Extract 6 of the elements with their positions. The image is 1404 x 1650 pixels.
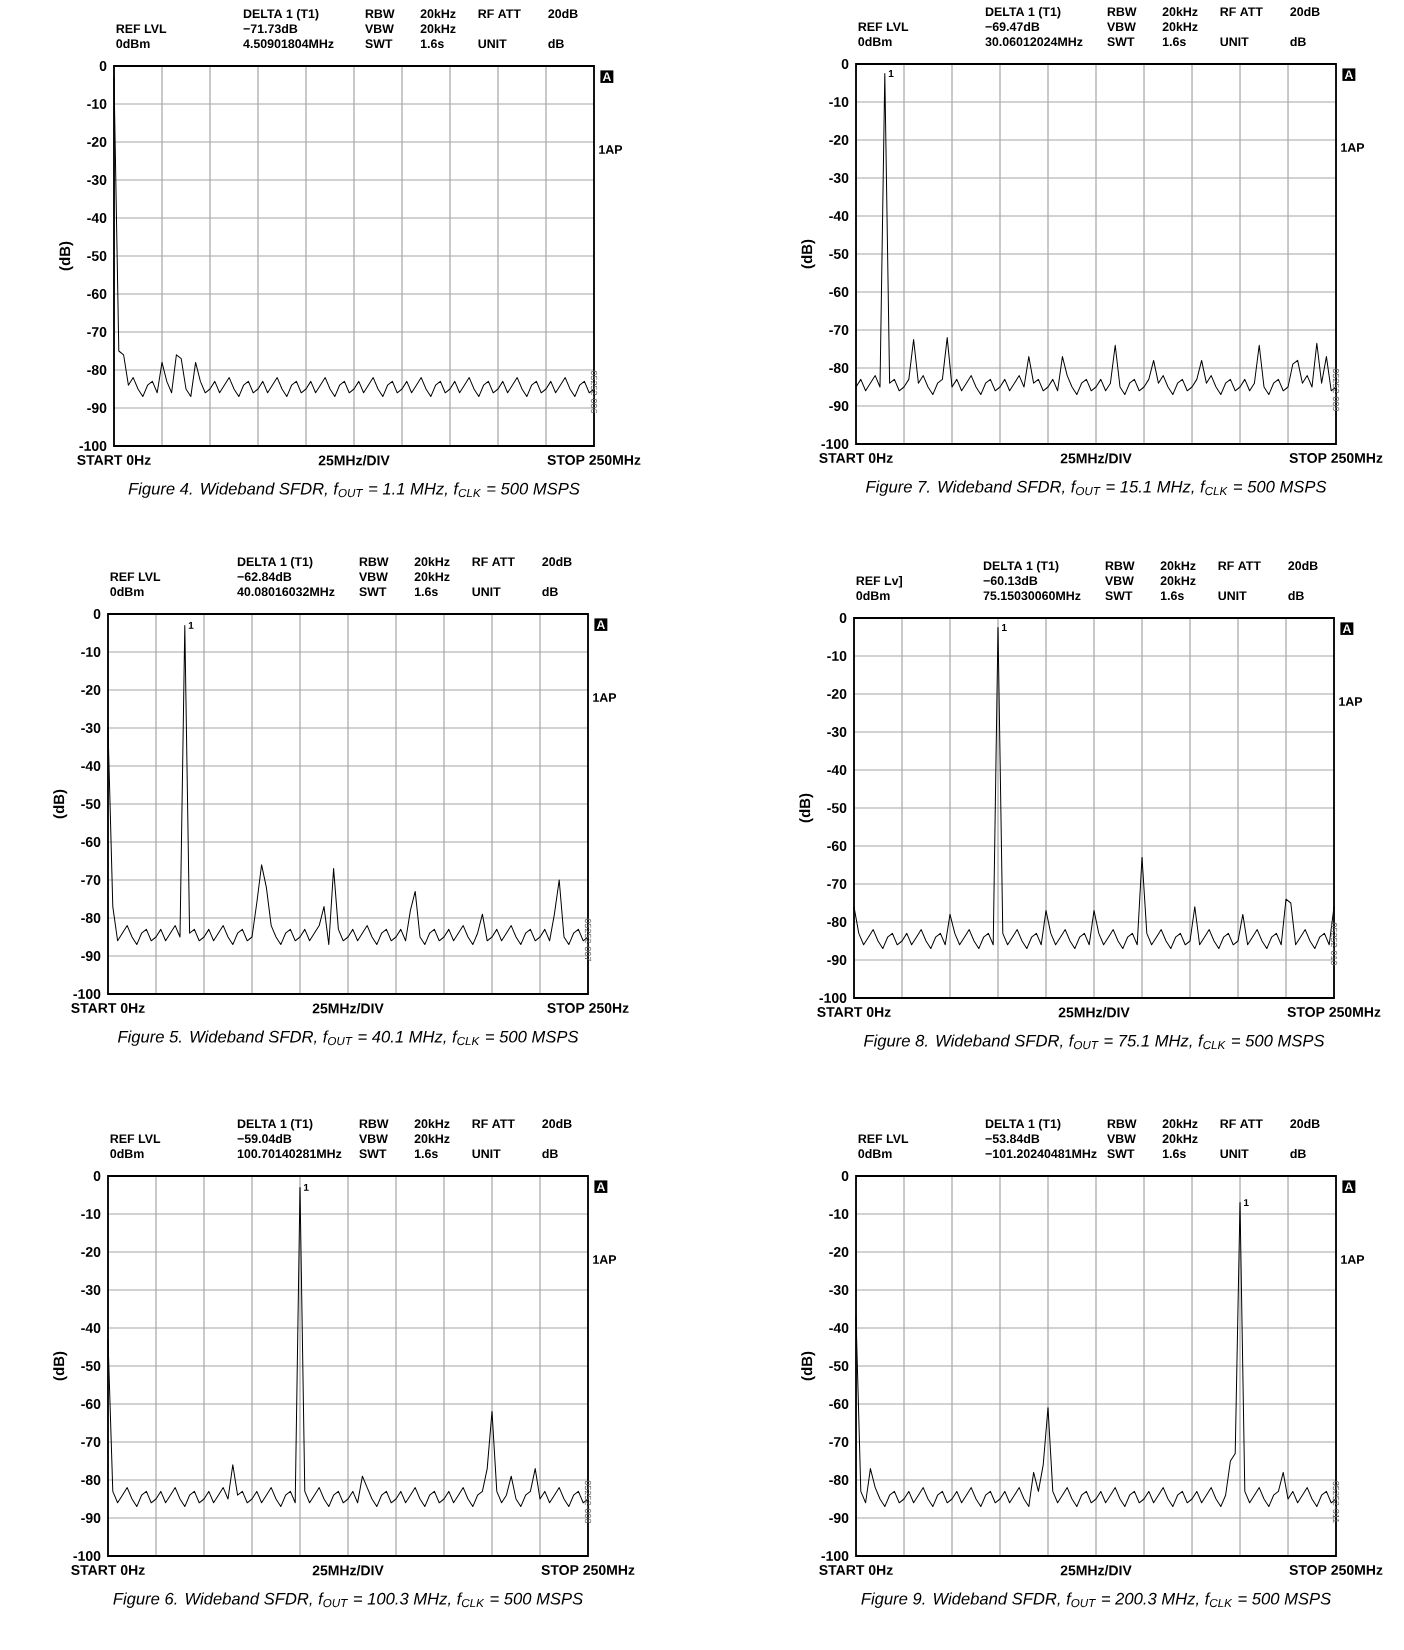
text: Figure 9. Wideband SFDR, f$_{OUT}$ = 200.3 MHz, f$_{CLK}$ = 500 MSPS bbox=[861, 1592, 1331, 1608]
text: Figure 6. Wideband SFDR, f$_{OUT}$ = 100.3 MHz, f$_{CLK}$ = 500 MSPS bbox=[113, 1592, 583, 1608]
text: Figure 7. Wideband SFDR, f$_{OUT}$ = 15.1 MHz, f$_{CLK}$ = 500 MSPS bbox=[865, 480, 1327, 496]
text: Figure 8. Wideband SFDR, f$_{OUT}$ = 75.1 MHz, f$_{CLK}$ = 500 MSPS bbox=[863, 1034, 1325, 1050]
text: Figure 5. Wideband SFDR, f$_{OUT}$ = 40.1 MHz, f$_{CLK}$ = 500 MSPS bbox=[117, 1030, 579, 1046]
text: Figure 4. Wideband SFDR, f$_{OUT}$ = 1.1 MHz, f$_{CLK}$ = 500 MSPS bbox=[128, 482, 580, 498]
